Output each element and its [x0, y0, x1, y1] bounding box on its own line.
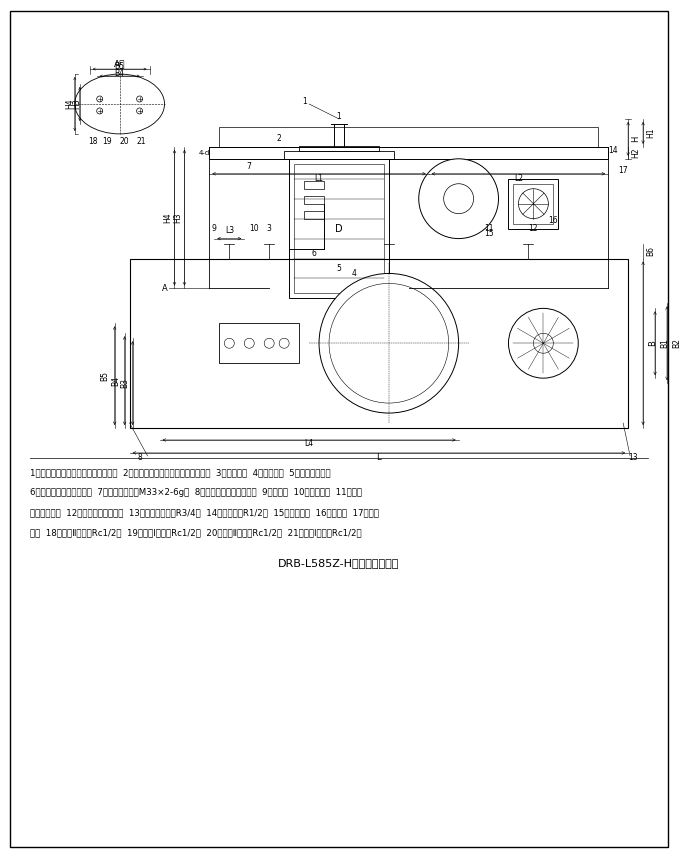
Circle shape — [137, 108, 143, 114]
Bar — [289, 159, 389, 299]
Text: A向: A向 — [114, 59, 125, 69]
Text: 18: 18 — [88, 137, 97, 147]
Bar — [220, 323, 299, 363]
Text: 13: 13 — [628, 453, 638, 462]
Text: 器；  18、管路Ⅱ回油口Rc1/2；  19、管路Ⅰ出油口Rc1/2；  20、管路Ⅱ出油口Rc1/2；  21、管路Ⅰ回油口Rc1/2；: 器； 18、管路Ⅱ回油口Rc1/2； 19、管路Ⅰ出油口Rc1/2； 20、管路… — [30, 529, 362, 537]
Text: 6、电磁换向阀调节螺栓；  7、润滑脂补给口M33×2-6g；  8、电磁换向阀限位开关；  9、吊环；  10、接线盒；  11、贮油: 6、电磁换向阀调节螺栓； 7、润滑脂补给口M33×2-6g； 8、电磁换向阀限位… — [30, 488, 362, 498]
Bar — [304, 211, 324, 219]
Text: B3: B3 — [120, 378, 129, 388]
Circle shape — [279, 338, 289, 348]
Circle shape — [319, 274, 458, 413]
Text: D: D — [335, 224, 343, 233]
Circle shape — [533, 333, 554, 353]
Text: 7: 7 — [247, 162, 252, 172]
Text: B4: B4 — [115, 69, 124, 77]
Text: 6: 6 — [311, 249, 316, 258]
Text: 17: 17 — [618, 166, 628, 175]
Text: B5: B5 — [100, 372, 109, 381]
Bar — [284, 151, 394, 159]
Text: B2: B2 — [673, 338, 680, 348]
Text: H4: H4 — [65, 99, 74, 109]
Circle shape — [97, 96, 103, 102]
Circle shape — [265, 338, 274, 348]
Text: B: B — [649, 341, 658, 346]
Text: 1: 1 — [337, 112, 341, 122]
Text: B5: B5 — [115, 62, 124, 70]
Text: 3: 3 — [267, 224, 271, 233]
Text: 14: 14 — [609, 147, 618, 155]
Circle shape — [329, 283, 449, 403]
Text: 1、排气阀（贮油器活塞下部空气）；  2、排气阀（贮油器活塞上部空气）；  3、压力表；  4、安全阀；  5、电磁换向阀；: 1、排气阀（贮油器活塞下部空气）； 2、排气阀（贮油器活塞上部空气）； 3、压力… — [30, 468, 330, 477]
Bar — [304, 181, 324, 189]
Text: H4: H4 — [163, 212, 172, 223]
Text: L4: L4 — [305, 439, 313, 449]
Text: 器低位开关；  12、贮油器高位开关；  13、润滑油注入口R3/4；  14、放油螺塞R1/2；  15、油位计；  16、泵体；  17、贮油: 器低位开关； 12、贮油器高位开关； 13、润滑油注入口R3/4； 14、放油螺… — [30, 508, 379, 517]
Circle shape — [509, 308, 578, 378]
Bar — [513, 184, 554, 224]
Text: 15: 15 — [483, 229, 494, 238]
Bar — [220, 127, 598, 147]
Bar — [130, 258, 628, 428]
Circle shape — [137, 96, 143, 102]
Text: H1: H1 — [647, 128, 656, 138]
Ellipse shape — [75, 74, 165, 134]
Text: 21: 21 — [137, 137, 146, 147]
Text: H3: H3 — [72, 99, 82, 109]
Text: L: L — [377, 453, 381, 462]
Text: 4-d: 4-d — [199, 150, 210, 156]
Text: 8: 8 — [137, 453, 142, 462]
Text: B4: B4 — [111, 376, 120, 386]
Text: 16: 16 — [549, 216, 558, 225]
Text: L1: L1 — [315, 174, 324, 184]
Text: H: H — [632, 136, 641, 142]
Circle shape — [419, 159, 498, 239]
Bar — [209, 147, 608, 159]
Bar — [304, 196, 324, 203]
Text: 5: 5 — [337, 264, 341, 273]
Text: 2: 2 — [277, 135, 282, 143]
Text: 4: 4 — [352, 269, 356, 278]
Text: L3: L3 — [225, 227, 234, 235]
Circle shape — [443, 184, 473, 214]
Text: H3: H3 — [173, 212, 182, 223]
Text: B1: B1 — [660, 338, 670, 348]
Circle shape — [518, 189, 548, 219]
Text: 20: 20 — [120, 137, 129, 147]
Text: 19: 19 — [102, 137, 112, 147]
Text: 9: 9 — [212, 224, 217, 233]
Text: 1: 1 — [302, 98, 307, 106]
Text: B6: B6 — [647, 245, 656, 256]
Circle shape — [224, 338, 235, 348]
Text: DRB-L585Z-H型电动泵外形图: DRB-L585Z-H型电动泵外形图 — [278, 558, 400, 568]
Text: L2: L2 — [514, 174, 523, 184]
Text: A: A — [162, 284, 167, 293]
Bar — [509, 178, 558, 228]
Text: 12: 12 — [528, 224, 538, 233]
Text: 11: 11 — [483, 224, 493, 233]
Bar — [299, 146, 379, 151]
Bar — [294, 164, 384, 293]
Circle shape — [97, 108, 103, 114]
Text: H2: H2 — [632, 148, 641, 158]
Text: 10: 10 — [250, 224, 259, 233]
Circle shape — [244, 338, 254, 348]
